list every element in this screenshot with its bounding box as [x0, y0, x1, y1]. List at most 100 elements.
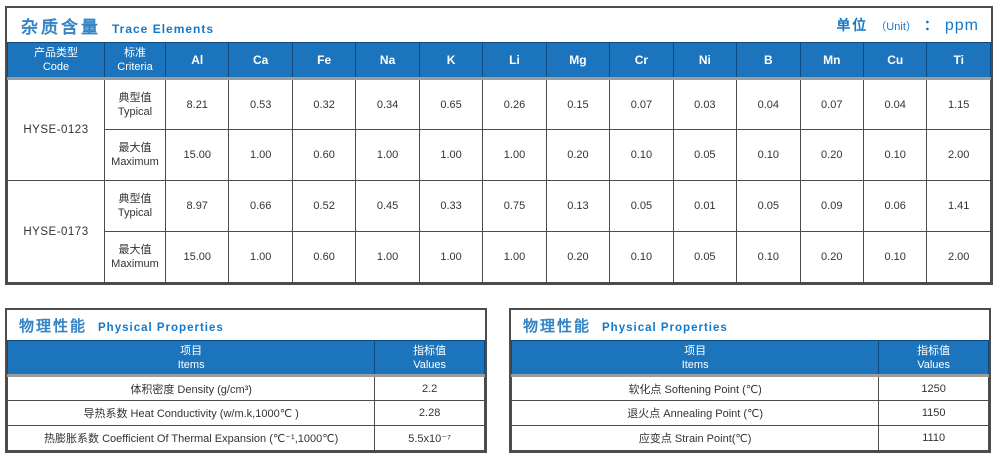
value-cell: 0.60	[291, 231, 357, 283]
value-cell: 0.45	[355, 180, 420, 232]
value-cell: 2.00	[926, 231, 991, 283]
col-header-code: 产品类型 Code	[7, 42, 105, 79]
value-cell: 0.13	[545, 180, 611, 232]
value-cell: 0.10	[862, 231, 928, 283]
phys-left-header-row: 项目 Items 指标值 Values	[6, 340, 485, 376]
unit-colon: ：	[923, 17, 938, 33]
value-cell: 0.07	[609, 78, 674, 130]
phys-left-title-en: Physical Properties	[98, 321, 224, 334]
value-cell: 1.00	[418, 129, 484, 181]
value-cell: 0.05	[672, 231, 738, 283]
criteria-cn: 最大值	[118, 244, 152, 256]
value-cell: 1.15	[926, 78, 991, 130]
table-row-hyse0123-maximum: 最大值 Maximum 15.00 1.00 0.60 1.00 1.00 1.…	[8, 129, 991, 181]
items-header-cn: 项目	[684, 344, 707, 357]
value-cell: 0.05	[672, 129, 738, 181]
value-cell: 0.10	[736, 129, 801, 181]
value-cell: 8.21	[164, 78, 230, 130]
criteria-en: Maximum	[111, 156, 159, 168]
table-row-density: 体积密度 Density (g/cm³) 2.2	[6, 375, 485, 401]
phys-left-title-cn: 物理性能	[19, 317, 88, 335]
table-row-annealing-point: 退火点 Annealing Point (℃) 1150	[510, 400, 989, 426]
value-cell: 0.09	[799, 180, 864, 232]
values-header: 指标值 Values	[878, 340, 989, 376]
physical-properties-table-right: 物理性能 Physical Properties 项目 Items 指标值 Va…	[509, 308, 991, 453]
values-header: 指标值 Values	[374, 340, 485, 376]
element-header-b: B	[736, 42, 801, 79]
value-cell: 5.5x10⁻⁷	[374, 425, 485, 451]
value-cell: 0.04	[736, 78, 801, 130]
col-header-criteria-cn: 标准	[124, 47, 146, 59]
items-header: 项目 Items	[6, 340, 376, 376]
col-header-criteria: 标准 Criteria	[104, 42, 166, 79]
phys-left-table: 项目 Items 指标值 Values 体积密度 Density (g/cm³)…	[6, 340, 485, 451]
value-cell: 0.01	[672, 180, 738, 232]
col-header-code-cn: 产品类型	[34, 47, 78, 59]
value-cell: 0.53	[228, 78, 293, 130]
item-cell: 导热系数 Heat Conductivity (w/m.k,1000℃ )	[6, 400, 376, 426]
value-cell: 0.33	[418, 180, 484, 232]
value-cell: 0.20	[545, 231, 611, 283]
criteria-en: Typical	[117, 207, 153, 219]
phys-right-title-bar: 物理性能 Physical Properties	[511, 310, 989, 340]
item-cell: 应变点 Strain Point(℃)	[510, 425, 880, 451]
items-header-en: Items	[681, 358, 709, 371]
criteria-cn: 最大值	[118, 142, 152, 154]
unit-paren: （Unit）	[875, 21, 917, 33]
table-row-softening-point: 软化点 Softening Point (℃) 1250	[510, 375, 989, 401]
unit-cn: 单位	[836, 17, 869, 33]
phys-right-title-en: Physical Properties	[602, 321, 728, 334]
trace-title: 杂质含量 Trace Elements	[21, 13, 214, 38]
product-code-cell: HYSE-0173	[7, 180, 105, 283]
table-row-hyse0173-maximum: 最大值 Maximum 15.00 1.00 0.60 1.00 1.00 1.…	[8, 231, 991, 283]
element-header-ni: Ni	[672, 42, 738, 79]
value-cell: 0.10	[609, 231, 674, 283]
product-code-cell: HYSE-0123	[7, 78, 105, 181]
element-header-na: Na	[355, 42, 420, 79]
trace-title-bar: 杂质含量 Trace Elements 单位 （Unit） ： ppm	[7, 8, 991, 42]
value-cell: 0.52	[291, 180, 357, 232]
table-row-hyse0173-typical: HYSE-0173 典型值 Typical 8.97 0.66 0.52 0.4…	[7, 180, 991, 283]
table-row-strain-point: 应变点 Strain Point(℃) 1110	[510, 425, 989, 451]
value-cell: 0.03	[672, 78, 738, 130]
value-cell: 0.20	[799, 129, 864, 181]
value-cell: 1.00	[228, 129, 293, 181]
values-header-en: Values	[413, 358, 447, 371]
phys-right-table: 项目 Items 指标值 Values 软化点 Softening Point …	[510, 340, 989, 451]
items-header-en: Items	[177, 358, 205, 371]
value-cell: 1.41	[926, 180, 991, 232]
item-cell: 软化点 Softening Point (℃)	[510, 375, 880, 401]
value-cell: 0.04	[862, 78, 928, 130]
value-cell: 0.06	[862, 180, 928, 232]
value-cell: 1.00	[355, 129, 420, 181]
item-cell: 退火点 Annealing Point (℃)	[510, 400, 880, 426]
element-header-ca: Ca	[228, 42, 293, 79]
value-cell: 1.00	[228, 231, 293, 283]
physical-properties-table-left: 物理性能 Physical Properties 项目 Items 指标值 Va…	[5, 308, 487, 453]
values-header-en: Values	[917, 358, 951, 371]
value-cell: 0.10	[609, 129, 674, 181]
element-header-al: Al	[164, 42, 230, 79]
value-cell: 0.05	[736, 180, 801, 232]
value-cell: 0.60	[291, 129, 357, 181]
element-header-fe: Fe	[291, 42, 357, 79]
value-cell: 0.05	[609, 180, 674, 232]
value-cell: 2.00	[926, 129, 991, 181]
items-header: 项目 Items	[510, 340, 880, 376]
criteria-cell: 最大值 Maximum	[104, 129, 166, 181]
value-cell: 0.75	[482, 180, 547, 232]
item-cell: 热膨胀系数 Coefficient Of Thermal Expansion (…	[6, 425, 376, 451]
unit-value: ppm	[944, 17, 979, 34]
value-cell: 1.00	[482, 231, 547, 283]
element-header-mg: Mg	[545, 42, 611, 79]
phys-right-title: 物理性能 Physical Properties	[523, 315, 728, 336]
value-cell: 2.2	[374, 375, 485, 401]
element-header-li: Li	[482, 42, 547, 79]
criteria-cell: 最大值 Maximum	[104, 231, 166, 283]
element-header-mn: Mn	[799, 42, 864, 79]
criteria-cn: 典型值	[118, 91, 152, 104]
value-cell: 1110	[878, 425, 989, 451]
value-cell: 0.10	[736, 231, 801, 283]
value-cell: 0.20	[799, 231, 864, 283]
value-cell: 0.26	[482, 78, 547, 130]
